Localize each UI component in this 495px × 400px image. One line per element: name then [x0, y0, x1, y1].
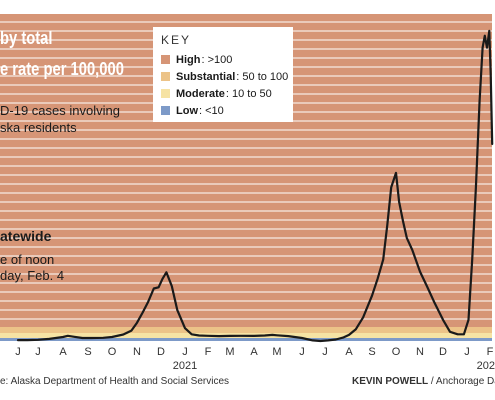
legend-range-high: : >100 [201, 53, 233, 66]
year-label: 2021 [173, 360, 197, 372]
x-tick-label: J [35, 346, 41, 358]
x-tick-label: J [15, 346, 21, 358]
legend-range-low: : <10 [199, 104, 224, 117]
as-of-line-2: day, Feb. 4 [0, 268, 65, 283]
x-tick-label: N [133, 346, 141, 358]
x-tick-label: D [439, 346, 447, 358]
legend-swatch-substantial [161, 72, 170, 81]
x-tick-label: J [182, 346, 188, 358]
x-tick-label: D [157, 346, 165, 358]
legend-range-substantial: : 50 to 100 [236, 70, 289, 83]
subtitle-line-2: ska residents [0, 120, 77, 135]
x-tick-label: N [416, 346, 424, 358]
legend-name-low: Low [176, 104, 198, 117]
legend-item-moderate: Moderate : 10 to 50 [161, 85, 285, 102]
legend-name-high: High [176, 53, 201, 66]
x-tick-label: F [487, 346, 494, 358]
credit-note: KEVIN POWELL / Anchorage Daily [352, 376, 495, 387]
x-tick-label: A [250, 346, 258, 358]
x-tick-label: J [299, 346, 305, 358]
x-tick-label: J [464, 346, 470, 358]
legend-name-substantial: Substantial [176, 70, 236, 83]
x-tick-label: A [345, 346, 353, 358]
x-tick-label: S [84, 346, 91, 358]
subtitle-line-1: D-19 cases involving [0, 103, 120, 118]
legend-item-low: Low : <10 [161, 102, 285, 119]
x-tick-label: M [225, 346, 234, 358]
band-substantial [0, 327, 492, 333]
case-rate-line [16, 29, 494, 343]
legend-item-high: High : >100 [161, 51, 285, 68]
x-tick-label: A [59, 346, 67, 358]
as-of-line-1: e of noon [0, 252, 55, 267]
x-tick-label: J [322, 346, 328, 358]
band-low [0, 338, 492, 341]
legend-name-moderate: Moderate [176, 87, 225, 100]
legend-swatch-moderate [161, 89, 170, 98]
credit-name: KEVIN POWELL [352, 376, 429, 387]
x-tick-label: S [368, 346, 375, 358]
legend-range-moderate: : 10 to 50 [225, 87, 272, 100]
source-note: e: Alaska Department of Health and Socia… [0, 376, 230, 387]
credit-rest: / Anchorage Daily [430, 376, 495, 387]
legend: KEY High : >100 Substantial : 50 to 100 … [153, 27, 293, 122]
legend-item-substantial: Substantial : 50 to 100 [161, 68, 289, 85]
chart-title-line-2: e rate per 100,000 [0, 59, 124, 79]
x-tick-label: O [108, 346, 117, 358]
area-title: atewide [0, 228, 52, 244]
legend-title: KEY [161, 33, 192, 47]
year-label: 202 [477, 360, 495, 372]
x-tick-label: M [272, 346, 281, 358]
x-tick-label: O [392, 346, 401, 358]
legend-swatch-high [161, 55, 170, 64]
chart-title-line-1: by total [0, 28, 53, 48]
x-tick-label: F [205, 346, 212, 358]
legend-swatch-low [161, 106, 170, 115]
